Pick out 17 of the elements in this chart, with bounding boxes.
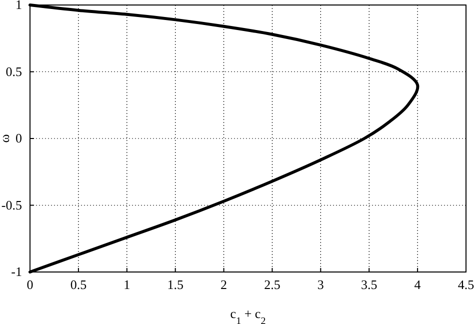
x-tick-label: 3.5 [360,277,378,292]
x-tick-label: 0 [26,277,34,292]
x-tick-label: 4 [414,277,422,292]
x-tick-label: 0.5 [70,277,87,292]
y-tick-label: 0 [16,130,22,146]
y-tick-label: -1 [11,264,22,280]
y-tick-label: 1 [16,0,22,12]
y-tick-label: 0.5 [6,64,22,79]
y-tick-label: -0.5 [1,197,22,212]
x-tick-label: 1 [124,277,130,292]
x-tick-label: 1.5 [167,277,184,292]
x-tick-label: 2.5 [264,277,280,292]
x-tick-label: 2 [220,277,228,292]
x-tick-label: 4.5 [458,277,474,292]
x-tick-label: 3 [317,277,324,292]
x-axis-title: c$_{1}$ + c$_{2}$ [230,306,266,324]
y-axis-title: ω [0,134,12,143]
